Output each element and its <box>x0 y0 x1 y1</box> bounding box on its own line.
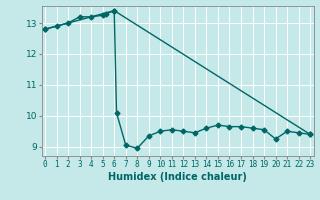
X-axis label: Humidex (Indice chaleur): Humidex (Indice chaleur) <box>108 172 247 182</box>
